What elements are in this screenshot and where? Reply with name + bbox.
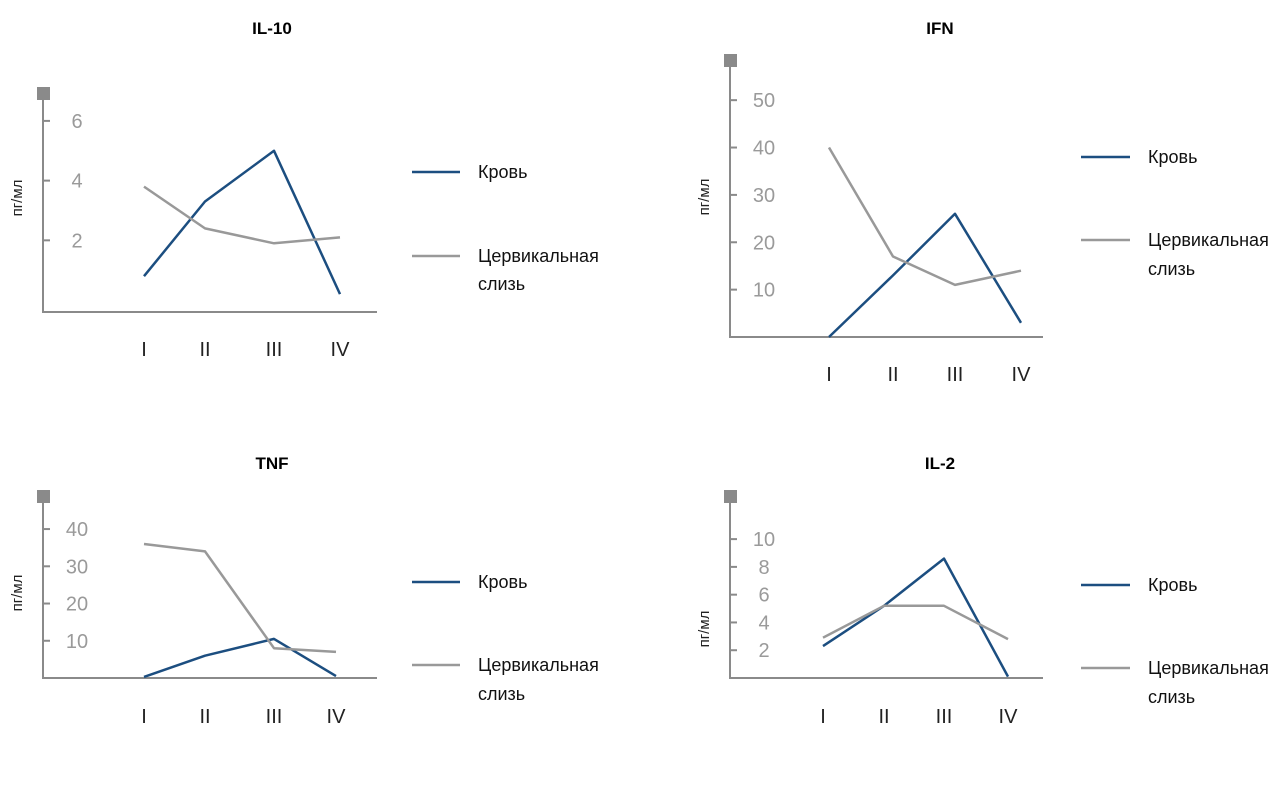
series-line-mucus: [143, 542, 337, 654]
x-tick-label: II: [887, 364, 898, 386]
series-line-blood: [143, 149, 342, 295]
y-tick-label: 4: [758, 612, 769, 634]
x-ticks: I II III IV: [141, 706, 346, 728]
series-line-blood: [822, 557, 1010, 678]
x-tick-label: IV: [327, 706, 347, 728]
chart-title: TNF: [255, 454, 288, 473]
y-axis-label: пг/мл: [696, 611, 713, 648]
x-tick-label: IV: [999, 706, 1019, 728]
y-axis-label: пг/мл: [9, 180, 26, 217]
axis-end-marker: [37, 87, 50, 100]
y-tick-label: 4: [71, 171, 82, 193]
x-tick-label: III: [266, 706, 283, 728]
x-tick-label: I: [141, 706, 147, 728]
y-tick-label: 30: [753, 185, 775, 207]
legend-label-blood: Кровь: [1148, 575, 1197, 595]
legend-label-mucus-2: слизь: [1148, 259, 1195, 279]
y-tick-label: 50: [753, 90, 775, 112]
series-line-blood: [828, 212, 1023, 338]
y-ticks: 10 20 30 40: [43, 519, 88, 653]
legend-label-blood: Кровь: [478, 572, 527, 592]
series-line-blood: [143, 637, 337, 679]
y-tick-label: 10: [66, 631, 88, 653]
legend-label-mucus-1: Цервикальная: [1148, 230, 1269, 250]
axis-lines: [42, 503, 377, 679]
legend-label-mucus-2: слизь: [478, 274, 525, 294]
axis-lines: [729, 503, 1043, 679]
chart-title: IL-10: [252, 19, 292, 38]
plot-lines: [143, 149, 342, 295]
x-tick-label: II: [199, 339, 210, 361]
chart-title: IL-2: [925, 454, 955, 473]
plot-lines: [822, 557, 1010, 678]
legend: Кровь Цервикальная слизь: [412, 572, 599, 704]
x-ticks: I II III IV: [141, 339, 350, 361]
legend-label-mucus-2: слизь: [1148, 687, 1195, 707]
legend-label-mucus-1: Цервикальная: [478, 246, 599, 266]
y-ticks: 10 20 30 40 50: [730, 90, 775, 302]
y-tick-label: 8: [758, 557, 769, 579]
legend-label-mucus-1: Цервикальная: [478, 655, 599, 675]
plot-lines: [827, 146, 1023, 338]
y-axis-label: пг/мл: [696, 179, 713, 216]
legend: Кровь Цервикальная слизь: [412, 162, 599, 294]
x-tick-label: III: [947, 364, 964, 386]
series-line-mucus: [143, 185, 341, 245]
x-tick-label: III: [266, 339, 283, 361]
legend-label-blood: Кровь: [1148, 147, 1197, 167]
series-line-mucus: [822, 604, 1009, 641]
axis-lines: [729, 67, 1043, 338]
x-tick-label: IV: [1012, 364, 1032, 386]
y-tick-label: 30: [66, 556, 88, 578]
legend-label-mucus-2: слизь: [478, 684, 525, 704]
plot-lines: [143, 542, 337, 679]
legend-label-blood: Кровь: [478, 162, 527, 182]
x-tick-label: I: [820, 706, 826, 728]
x-ticks: I II III IV: [820, 706, 1018, 728]
y-tick-label: 10: [753, 280, 775, 302]
axis-lines: [42, 100, 377, 313]
x-tick-label: III: [936, 706, 953, 728]
axis-end-marker: [724, 54, 737, 67]
x-tick-label: II: [878, 706, 889, 728]
y-tick-label: 6: [758, 585, 769, 607]
legend: Кровь Цервикальная слизь: [1081, 575, 1269, 707]
axis-end-marker: [724, 490, 737, 503]
y-tick-label: 6: [71, 111, 82, 133]
y-tick-label: 2: [758, 640, 769, 662]
x-tick-label: IV: [331, 339, 351, 361]
y-axis-label: пг/мл: [9, 575, 26, 612]
y-ticks: 2 4 6 8 10: [730, 529, 775, 662]
y-tick-label: 2: [71, 230, 82, 252]
series-line-mucus: [827, 146, 1022, 287]
chart-title: IFN: [926, 19, 953, 38]
x-ticks: I II III IV: [826, 364, 1031, 386]
x-tick-label: II: [199, 706, 210, 728]
x-tick-label: I: [141, 339, 147, 361]
y-tick-label: 20: [66, 594, 88, 616]
legend: Кровь Цервикальная слизь: [1081, 147, 1269, 279]
y-ticks: 2 4 6: [43, 111, 83, 252]
x-tick-label: I: [826, 364, 832, 386]
axis-end-marker: [37, 490, 50, 503]
chart-il10: IL-10 пг/мл 246 I II III IV Кровь Цервикаль…: [9, 19, 599, 361]
legend-label-mucus-1: Цервикальная: [1148, 658, 1269, 678]
y-tick-label: 40: [66, 519, 88, 541]
y-tick-label: 20: [753, 232, 775, 254]
y-tick-label: 10: [753, 529, 775, 551]
y-tick-label: 40: [753, 138, 775, 160]
